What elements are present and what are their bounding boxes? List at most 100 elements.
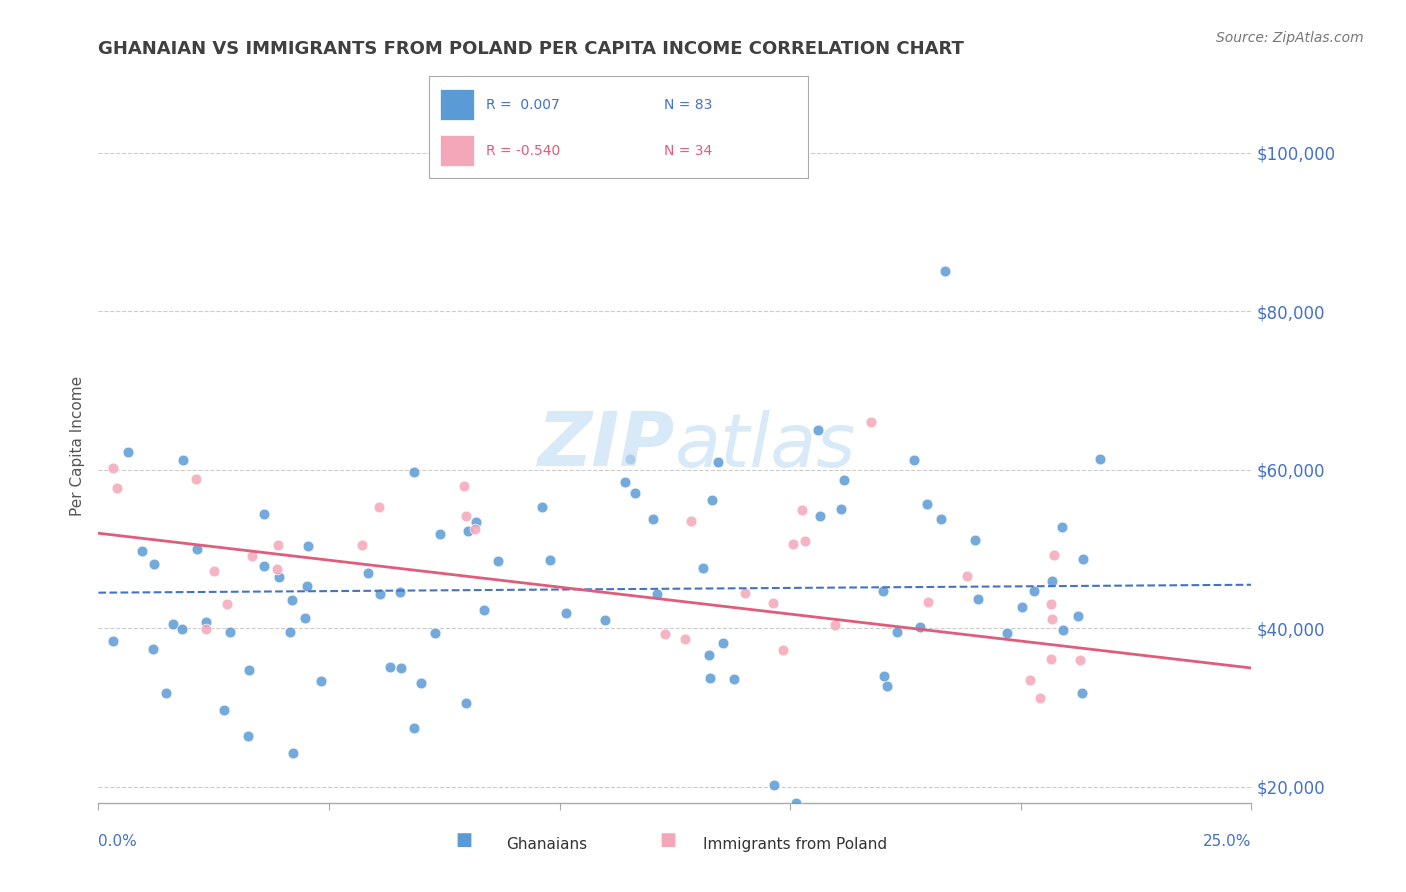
Point — [429, 527, 451, 541]
Point — [1039, 597, 1062, 611]
Text: 25.0%: 25.0% — [1204, 834, 1251, 849]
Point — [194, 615, 217, 629]
Point — [101, 461, 124, 475]
FancyBboxPatch shape — [440, 89, 474, 120]
Point — [873, 668, 896, 682]
Point — [103, 634, 125, 648]
Text: ■: ■ — [456, 831, 472, 849]
Point — [734, 586, 756, 600]
Point — [186, 541, 208, 556]
Point — [613, 475, 636, 490]
Point — [859, 415, 882, 429]
Point — [956, 569, 979, 583]
Point — [357, 566, 380, 580]
Point — [266, 538, 288, 552]
Point — [624, 486, 647, 500]
Point — [762, 596, 785, 610]
Point — [194, 622, 217, 636]
FancyBboxPatch shape — [440, 136, 474, 166]
Point — [283, 746, 305, 760]
Point — [117, 445, 139, 459]
Point — [423, 626, 446, 640]
Point — [172, 622, 194, 636]
Point — [886, 625, 908, 640]
Point — [281, 592, 304, 607]
Point — [1011, 600, 1033, 615]
Text: GHANAIAN VS IMMIGRANTS FROM POLAND PER CAPITA INCOME CORRELATION CHART: GHANAIAN VS IMMIGRANTS FROM POLAND PER C… — [98, 40, 965, 58]
Point — [692, 561, 714, 575]
Point — [143, 558, 166, 572]
Point — [142, 641, 165, 656]
Point — [215, 597, 238, 611]
Point — [402, 721, 425, 735]
Point — [389, 661, 412, 675]
Point — [872, 583, 894, 598]
Point — [530, 500, 553, 514]
Point — [378, 660, 401, 674]
Text: Ghanaians: Ghanaians — [506, 837, 588, 852]
Point — [457, 524, 479, 539]
Text: 0.0%: 0.0% — [98, 834, 138, 849]
Point — [297, 579, 319, 593]
Point — [172, 453, 194, 467]
Point — [934, 263, 956, 277]
Point — [389, 584, 412, 599]
Point — [876, 679, 898, 693]
Point — [464, 523, 486, 537]
Point — [595, 613, 617, 627]
Point — [1024, 583, 1046, 598]
Point — [967, 591, 990, 606]
Point — [266, 562, 288, 576]
Point — [465, 516, 488, 530]
Point — [1043, 548, 1066, 562]
Point — [723, 673, 745, 687]
Point — [782, 537, 804, 551]
Y-axis label: Per Capita Income: Per Capita Income — [69, 376, 84, 516]
Point — [917, 595, 939, 609]
Point — [1088, 451, 1111, 466]
Point — [297, 539, 319, 553]
Point — [697, 648, 720, 662]
Point — [1050, 520, 1073, 534]
Point — [903, 453, 925, 467]
Point — [917, 497, 939, 511]
Point — [707, 455, 730, 469]
Point — [456, 696, 478, 710]
Point — [832, 473, 855, 487]
Text: R = -0.540: R = -0.540 — [486, 144, 560, 158]
Point — [202, 564, 225, 578]
Point — [538, 553, 561, 567]
Text: N = 34: N = 34 — [664, 144, 713, 158]
Point — [253, 558, 276, 573]
Point — [1052, 624, 1074, 638]
Point — [1040, 574, 1063, 589]
Point — [965, 533, 987, 548]
Point — [456, 509, 478, 524]
Point — [1067, 608, 1090, 623]
Point — [309, 674, 332, 689]
Point — [790, 502, 813, 516]
Point — [699, 671, 721, 685]
Point — [643, 512, 665, 526]
Point — [807, 423, 830, 437]
Point — [995, 625, 1018, 640]
Point — [1029, 691, 1052, 706]
Point — [184, 472, 207, 486]
Point — [350, 538, 373, 552]
Point — [785, 796, 807, 810]
Point — [267, 570, 290, 584]
Point — [794, 533, 817, 548]
Point — [409, 676, 432, 690]
Point — [236, 729, 259, 743]
Point — [238, 663, 260, 677]
Text: Immigrants from Poland: Immigrants from Poland — [703, 837, 887, 852]
Point — [131, 544, 153, 558]
Text: R =  0.007: R = 0.007 — [486, 97, 560, 112]
Point — [105, 481, 128, 495]
Point — [808, 509, 831, 524]
Point — [219, 624, 242, 639]
Point — [700, 492, 723, 507]
Point — [240, 549, 263, 563]
Point — [673, 632, 696, 647]
Point — [681, 515, 703, 529]
